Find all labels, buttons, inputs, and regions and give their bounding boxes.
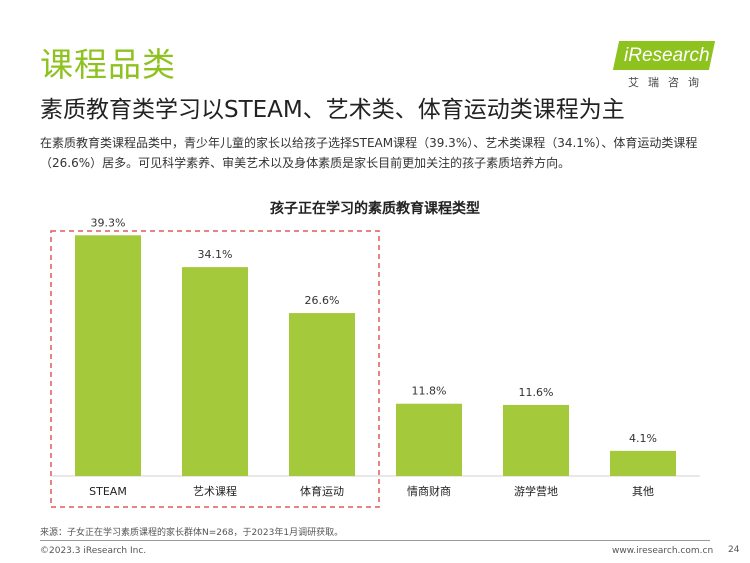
bar-4 [503,404,569,476]
bar-3 [396,403,462,476]
bar-0 [75,235,141,476]
data-label-3: 11.8% [412,385,447,398]
source-note: 来源：子女正在学习素质课程的家长群体N=268，于2023年1月调研获取。 [40,528,344,538]
bar-1 [182,267,248,476]
bar-chart: 39.3% STEAM 34.1% 艺术课程 26.6% 体育运动 11.8% 情商财商 11.… [50,216,700,508]
iresearch-logo: iResearch 艾瑞咨询 [606,41,716,91]
section-title: 课程品类 [40,45,176,84]
category-label-2: 体育运动 [300,484,344,498]
data-label-4: 11.6% [519,386,554,399]
copyright-text: ©2023.3 iResearch Inc. [40,546,147,556]
data-label-5: 4.1% [629,432,657,445]
data-label-0: 39.3% [91,216,126,229]
page-number: 24 [728,545,740,555]
category-label-0: STEAM [89,485,127,498]
data-label-2: 26.6% [305,294,340,307]
category-label-1: 艺术课程 [193,485,237,498]
bar-5 [610,450,676,476]
logo-chinese-text: 艾瑞咨询 [628,76,708,89]
data-label-1: 34.1% [198,248,233,261]
page-headline: 素质教育类学习以STEAM、艺术类、体育运动类课程为主 [40,97,625,123]
bar-2 [289,313,355,476]
footer-divider [40,540,710,541]
description-text: 在素质教育类课程品类中，青少年儿童的家长以给孩子选择STEAM课程（39.3%）… [40,136,698,170]
category-label-3: 情商财商 [407,484,451,498]
highlight-box [50,230,380,508]
logo-text: iResearch [624,45,710,66]
website-link[interactable]: www.iresearch.com.cn [612,546,714,556]
category-label-4: 游学营地 [514,484,558,498]
category-label-5: 其他 [632,485,654,498]
chart-title: 孩子正在学习的素质教育课程类型 [270,201,480,217]
